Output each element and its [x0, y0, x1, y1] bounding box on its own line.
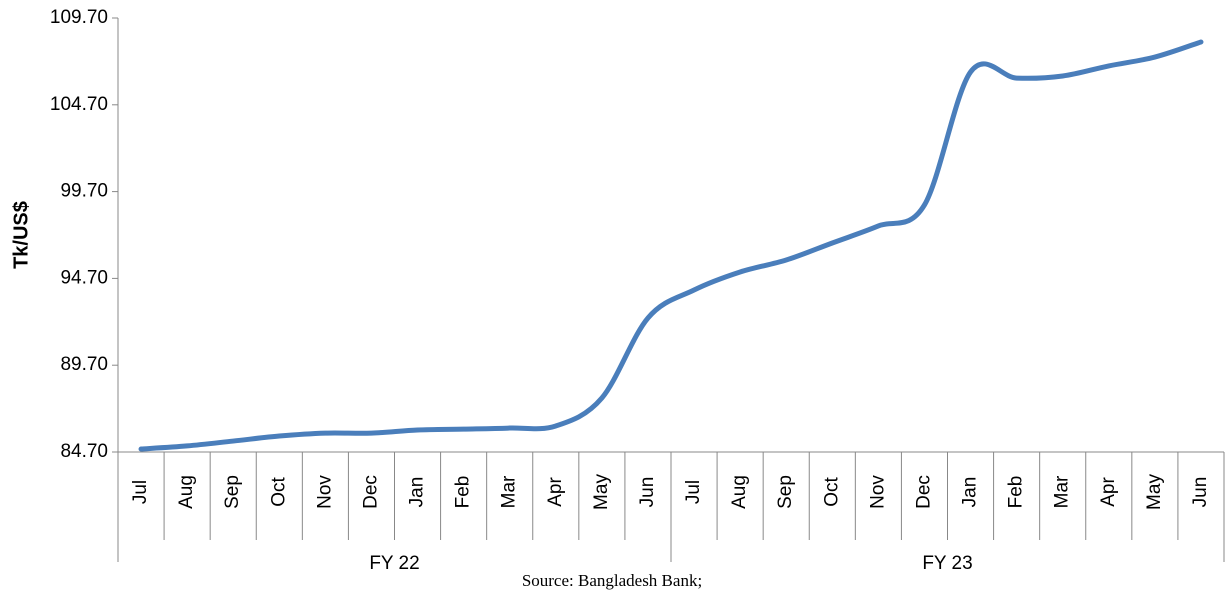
x-tick-label: Oct [821, 477, 842, 507]
y-tick-label: 94.70 [60, 267, 108, 288]
y-tick-label: 89.70 [60, 354, 108, 375]
x-tick-label: May [591, 474, 612, 510]
y-tick-label: 99.70 [60, 181, 108, 202]
x-tick-label: Nov [867, 475, 888, 509]
line [138, 39, 1204, 452]
x-tick-label: Jun [1190, 477, 1211, 508]
group-label: FY 22 [369, 553, 419, 574]
x-tick-label: Jul [130, 480, 151, 504]
x-tick-label: Jul [683, 480, 704, 504]
x-tick-label: Aug [729, 475, 750, 509]
x-tick-label: Oct [268, 477, 289, 507]
x-tick-label: Dec [360, 475, 381, 509]
y-axis-label: Tk/US$ [10, 201, 32, 269]
x-tick-label: Jan [407, 477, 428, 508]
y-tick-label: 84.70 [60, 441, 108, 462]
x-tick-label: Feb [453, 476, 474, 509]
x-tick-label: May [1144, 474, 1165, 510]
x-tick-label: Mar [1052, 475, 1073, 508]
x-tick-label: Apr [1098, 477, 1119, 507]
x-tick-label: Jan [960, 477, 981, 508]
y-tick-label: 104.70 [50, 94, 108, 115]
group-label: FY 23 [922, 553, 972, 574]
x-tick-label: Nov [314, 475, 335, 509]
x-tick-label: Mar [499, 475, 520, 508]
x-tick-label: Sep [775, 475, 796, 509]
x-tick-label: Aug [176, 475, 197, 509]
y-tick-label: 109.70 [50, 7, 108, 28]
x-tick-label: Feb [1006, 476, 1027, 509]
x-tick-label: Sep [222, 475, 243, 509]
x-tick-label: Jun [637, 477, 658, 508]
source: Source: Bangladesh Bank; [522, 571, 702, 590]
x-tick-label: Dec [913, 475, 934, 509]
x-tick-label: Apr [545, 477, 566, 507]
